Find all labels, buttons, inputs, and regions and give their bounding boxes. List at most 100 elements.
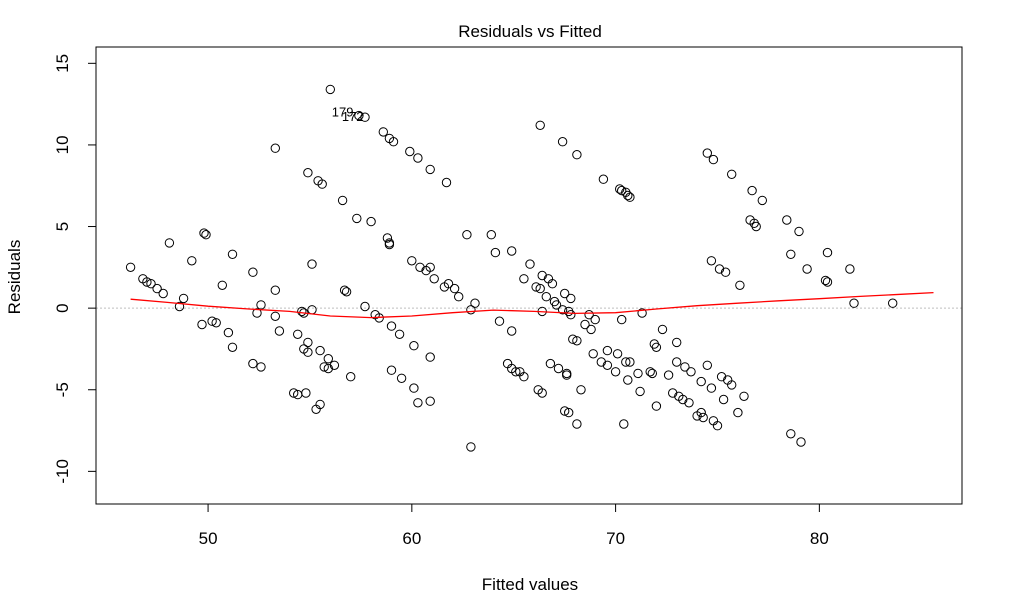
scatter-point [749,218,759,229]
scatter-point [680,362,690,372]
scatter-point [152,283,162,294]
scatter-point [822,247,833,258]
scatter-point [623,375,633,385]
scatter-point [394,329,405,339]
scatter-point [566,293,576,304]
scatter-point [270,143,280,153]
scatter-point [507,246,517,256]
scatter-point [454,292,464,302]
scatter-point [572,336,582,346]
scatter-point [822,277,833,287]
scatter-point [223,327,234,338]
scatter-point [248,358,258,369]
scatter-point [782,215,792,225]
scatter-point [519,274,529,284]
scatter-point [617,314,627,325]
scatter-point [802,264,812,274]
scatter-point [494,316,505,326]
scatter-point [551,300,562,310]
scatter-point [557,137,568,147]
scatter-point [293,329,303,339]
scatter-point [407,256,417,266]
scatter-point [576,385,586,395]
scatter-point [647,368,657,379]
scatter-point [727,169,737,180]
chart-title: Residuals vs Fitted [458,22,602,41]
scatter-point [586,324,596,335]
scatter-point [568,334,578,344]
scatter-point [346,372,356,382]
scatter-point [560,406,570,416]
scatter-point [174,301,185,312]
scatter-point [572,419,582,429]
scatter-point [617,185,627,196]
scatter-point [227,342,238,352]
scatter-point [596,357,606,367]
scatter-point [651,401,662,411]
scatter-point [668,388,678,398]
scatter-point [386,365,397,375]
scatter-point [621,357,631,367]
scatter-point [584,310,594,320]
scatter-point [429,274,439,284]
scatter-point [735,280,745,290]
scatter-point [511,367,521,377]
scatter-point [786,249,796,260]
scatter-point [307,259,317,269]
y-axis: -10 -5 0 5 10 15 [53,54,96,484]
y-tick-label: -10 [53,459,72,484]
scatter-point [672,357,682,367]
scatter-point [849,298,859,308]
scatter-point [623,190,633,201]
scatter-point [553,363,564,374]
smooth-line [130,291,934,319]
x-tick-label: 80 [810,529,829,548]
scatter-point [301,388,311,398]
scatter-point [696,407,706,418]
scatter-point [388,137,399,147]
scatter-point [602,345,613,356]
scatter-point [562,370,572,380]
scatter-point [602,360,613,370]
scatter-point [248,267,258,277]
scatter-point [657,324,668,335]
scatter-point [425,396,435,406]
scatter-point [845,264,855,274]
scatter-point [733,407,743,418]
scatter-point [612,349,623,359]
scatter-point [317,179,327,189]
scatter-point [796,437,806,447]
scatter-point [323,354,333,364]
scatter-point [303,168,313,178]
scatter-point [507,326,517,336]
scatter-point [888,298,898,308]
scatter-point [714,264,725,274]
scatter-point [325,84,335,95]
scatter-point [329,360,340,370]
scatter-point [718,394,729,405]
scatter-point [211,318,221,328]
scatter-point [443,279,454,289]
scatter-point [409,383,419,393]
scatter-point [270,311,280,321]
scatter-point [820,275,831,286]
scatter-point [684,398,694,408]
scatter-point [537,388,547,398]
scatter-point [470,298,480,308]
plot-frame [95,46,963,505]
scatter-point [698,412,708,423]
scatter-point [303,337,313,348]
scatter-point [307,305,317,315]
scatter-point [146,279,156,289]
scatter-point [786,429,796,439]
scatter-point [142,277,152,287]
scatter-point [297,306,307,317]
scatter-point [663,370,674,380]
scatter-point [794,226,804,237]
scatter-point [462,230,472,240]
scatter-point [739,391,749,401]
points-layer [125,84,898,452]
scatter-point [535,120,545,131]
scatter-point [535,283,545,294]
